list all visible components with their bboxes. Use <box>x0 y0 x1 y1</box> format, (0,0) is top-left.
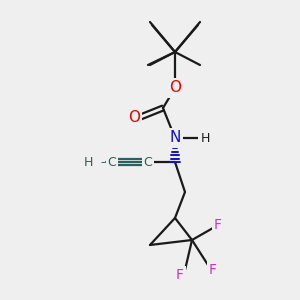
Text: F: F <box>214 218 222 232</box>
Text: N: N <box>169 130 181 146</box>
Text: F: F <box>176 268 184 282</box>
Text: -: - <box>97 155 106 169</box>
Text: H: H <box>83 155 93 169</box>
Text: C: C <box>144 155 152 169</box>
Text: F: F <box>209 263 217 277</box>
Text: C: C <box>108 155 116 169</box>
Text: H: H <box>200 131 210 145</box>
Text: O: O <box>128 110 140 125</box>
Text: O: O <box>169 80 181 95</box>
